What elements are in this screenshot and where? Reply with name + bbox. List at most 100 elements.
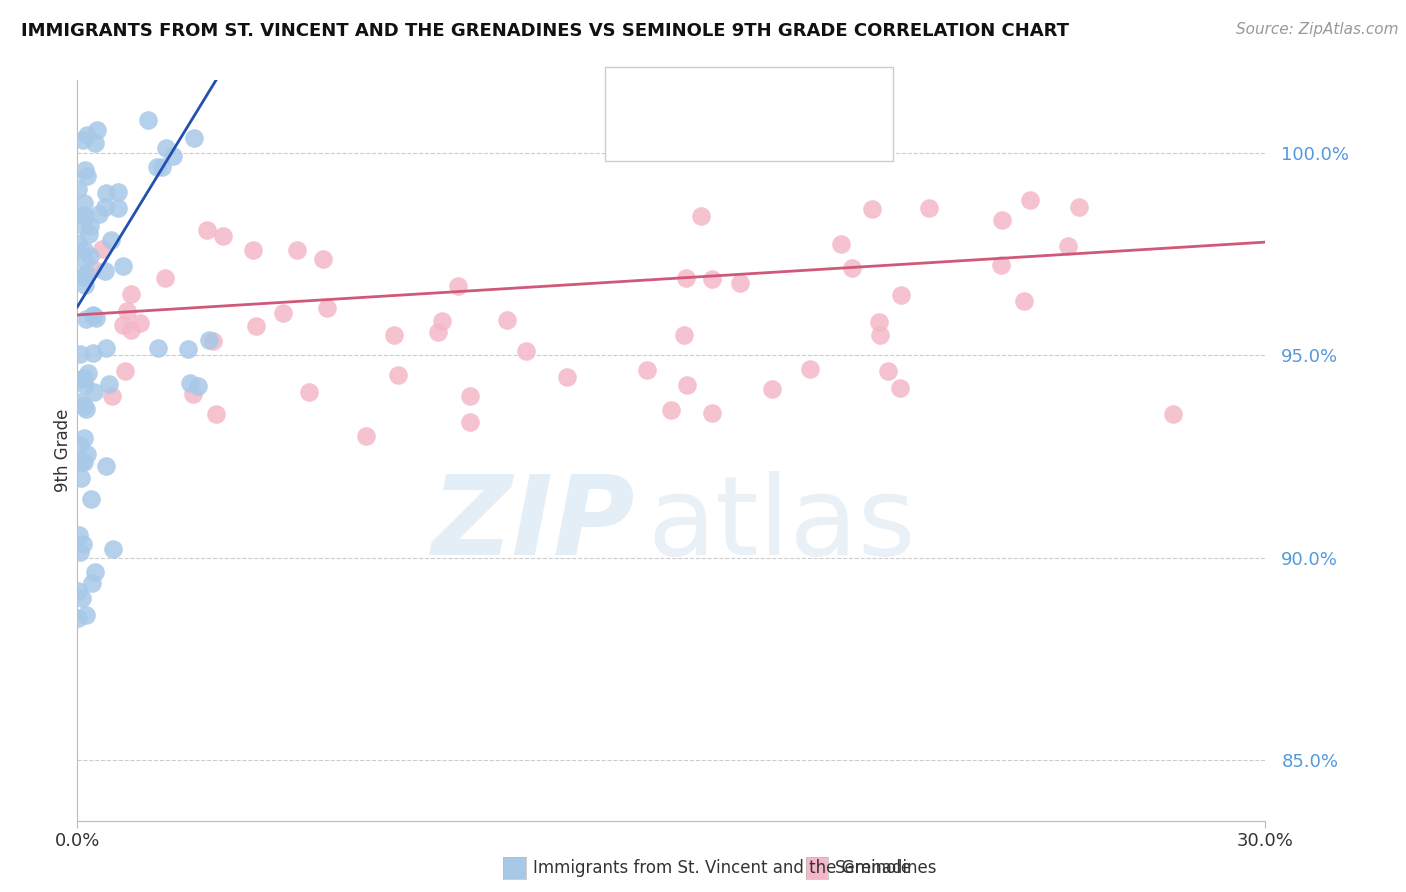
Point [876,364,898,378]
Point [917,201,939,215]
Point [1057,239,1080,253]
Point [94,459,117,474]
Point [889,382,911,396]
Point [145,160,167,174]
Point [183,131,205,145]
Point [458,388,481,402]
Point [98,377,121,392]
Point [94,341,117,355]
Point [69,347,91,361]
Point [101,389,124,403]
Point [82,261,104,276]
Point [150,160,173,174]
Point [69,395,91,409]
Text: Immigrants from St. Vincent and the Grenadines: Immigrants from St. Vincent and the Gren… [533,859,936,877]
Point [273,306,295,320]
Point [82,308,104,322]
Text: 0.171: 0.171 [700,126,762,145]
Point [75,607,97,622]
Point [67,527,90,541]
Point [990,258,1012,272]
Point [72,270,94,285]
Point [1012,293,1035,308]
Point [73,196,96,211]
Text: 0.321: 0.321 [700,86,762,104]
Text: ZIP: ZIP [432,471,636,578]
Text: Source: ZipAtlas.com: Source: ZipAtlas.com [1236,22,1399,37]
Point [991,213,1014,227]
Point [70,372,93,386]
Text: Seminole: Seminole [835,859,912,877]
Point [72,133,94,147]
Point [79,227,101,241]
Point [82,309,104,323]
Point [73,243,96,257]
Point [312,252,335,267]
Point [636,362,658,376]
Point [204,407,226,421]
Point [107,201,129,215]
Point [702,406,724,420]
Point [555,369,578,384]
Point [761,382,783,396]
Point [700,272,723,286]
Point [101,542,124,557]
Text: atlas: atlas [648,471,917,578]
Point [83,136,105,151]
Point [84,311,107,326]
Point [841,260,863,275]
Point [458,415,481,429]
Point [111,318,134,332]
Point [799,362,821,376]
Point [94,186,117,200]
Point [100,233,122,247]
Point [70,471,93,485]
Point [72,209,94,223]
Point [67,610,90,624]
Point [80,492,103,507]
Point [890,287,912,301]
Point [75,378,97,392]
Point [87,206,110,220]
Point [201,334,224,348]
Point [67,584,90,599]
Point [868,315,890,329]
Point [115,303,138,318]
Point [73,431,96,445]
Point [75,311,97,326]
Point [860,202,883,216]
Text: IMMIGRANTS FROM ST. VINCENT AND THE GRENADINES VS SEMINOLE 9TH GRADE CORRELATION: IMMIGRANTS FROM ST. VINCENT AND THE GREN… [21,22,1069,40]
Point [73,370,96,384]
Point [76,128,98,143]
Point [75,266,97,280]
Point [73,278,96,293]
Point [197,333,219,347]
Point [72,537,94,551]
Point [297,384,319,399]
Point [94,200,117,214]
Text: 60: 60 [793,126,820,145]
Point [111,260,134,274]
Point [77,366,100,380]
Point [114,364,136,378]
Point [387,368,409,382]
Point [79,219,101,234]
Point [1161,407,1184,421]
Point [120,323,142,337]
Point [70,455,93,469]
Point [187,378,209,392]
Point [689,209,711,223]
Point [120,287,142,301]
Point [869,328,891,343]
Point [195,223,218,237]
Point [70,591,93,605]
Point [72,218,94,232]
Text: R =: R = [658,126,700,145]
Text: N =: N = [745,126,801,145]
Point [155,140,177,154]
Point [84,565,107,579]
Point [179,376,201,391]
Point [245,318,267,333]
Point [146,341,169,355]
Point [496,313,519,327]
